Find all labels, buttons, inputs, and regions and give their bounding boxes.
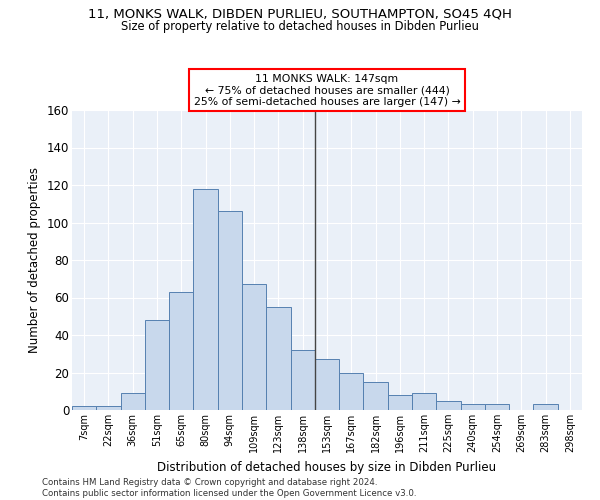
Bar (193, 188, 218, 410)
Bar (364, 382, 388, 410)
Bar (339, 372, 364, 410)
Bar (412, 393, 436, 410)
X-axis label: Distribution of detached houses by size in Dibden Purlieu: Distribution of detached houses by size … (157, 460, 497, 473)
Bar (242, 284, 266, 410)
Y-axis label: Number of detached properties: Number of detached properties (28, 167, 41, 353)
Bar (266, 307, 290, 410)
Bar (145, 320, 169, 410)
Bar (218, 211, 242, 410)
Bar (121, 393, 145, 410)
Bar (72, 406, 96, 410)
Bar (533, 404, 558, 410)
Text: Size of property relative to detached houses in Dibden Purlieu: Size of property relative to detached ho… (121, 20, 479, 33)
Text: 11 MONKS WALK: 147sqm
← 75% of detached houses are smaller (444)
25% of semi-det: 11 MONKS WALK: 147sqm ← 75% of detached … (194, 74, 460, 107)
Bar (436, 400, 461, 410)
Bar (96, 406, 121, 410)
Bar (315, 360, 339, 410)
Bar (388, 395, 412, 410)
Bar (290, 350, 315, 410)
Bar (461, 404, 485, 410)
Bar (485, 404, 509, 410)
Bar (169, 292, 193, 410)
Text: 11, MONKS WALK, DIBDEN PURLIEU, SOUTHAMPTON, SO45 4QH: 11, MONKS WALK, DIBDEN PURLIEU, SOUTHAMP… (88, 8, 512, 20)
Text: Contains HM Land Registry data © Crown copyright and database right 2024.
Contai: Contains HM Land Registry data © Crown c… (42, 478, 416, 498)
